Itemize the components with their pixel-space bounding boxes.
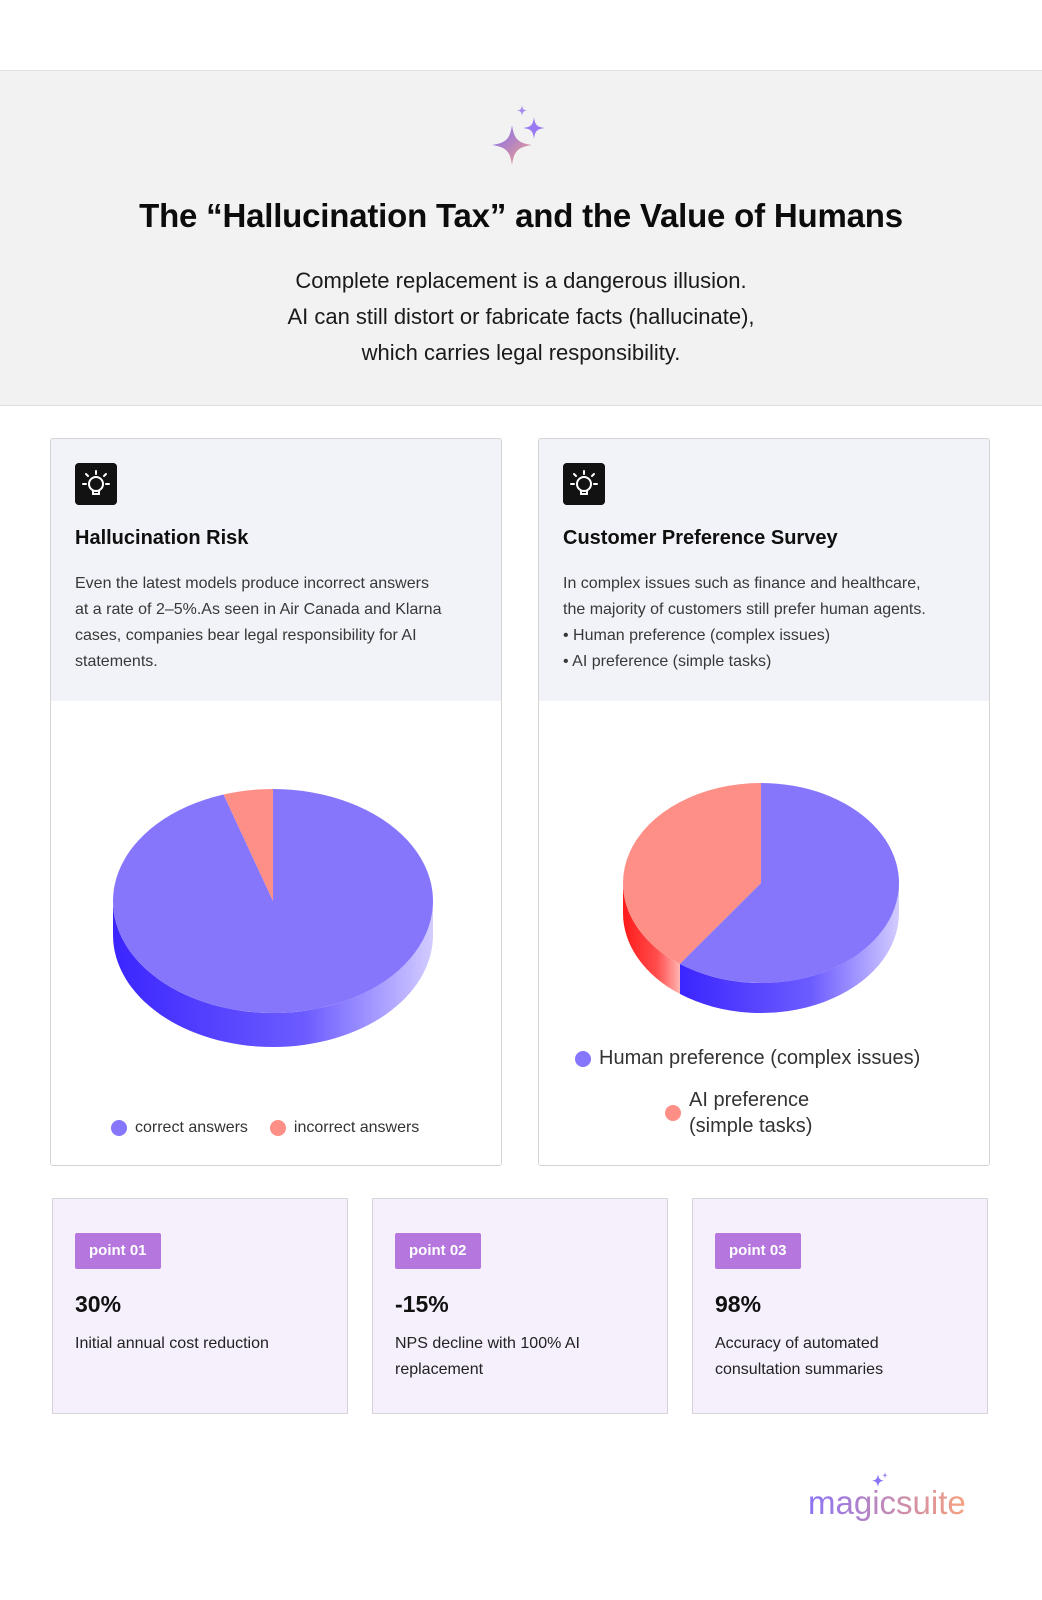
pie-slice [679,783,899,983]
pie-slice-side [623,883,680,994]
point-card: point 01 30% Initial annual cost reducti… [52,1198,348,1414]
card-hallucination-risk: Hallucination Risk Even the latest model… [50,438,502,1166]
point-text: Initial annual cost reduction [75,1335,269,1352]
pie-slice-side [679,883,899,1013]
subtitle-line: Complete replacement is a dangerous illu… [295,268,747,293]
chart-legend: correct answers incorrect answers [111,1119,419,1137]
card-header [51,439,501,701]
subtitle-line: which carries legal responsibility. [361,340,681,365]
pie-slice-side [113,901,433,1047]
card-title: Hallucination Risk [75,527,249,549]
point-tag: point 01 [75,1233,161,1269]
subtitle-line: AI can still distort or fabricate facts … [287,304,755,329]
svg-text:magicsuite: magicsuite [808,1484,966,1521]
card-description: In complex issues such as finance and he… [563,575,926,670]
card-title: Customer Preference Survey [563,527,838,549]
legend-swatch-correct [111,1120,127,1136]
chart-legend-item: Human preference (complex issues) [575,1047,920,1070]
point-value: -15% [395,1291,449,1317]
legend-label: correct answers [135,1119,248,1136]
point-text: NPS decline with 100% AI replacement [395,1335,580,1378]
point-tag: point 03 [715,1233,801,1269]
key-points: point 01 30% Initial annual cost reducti… [52,1198,990,1414]
pie-chart-hallucination [112,789,434,1047]
magicsuite-logo: magicsuite [808,1472,966,1521]
card-customer-preference: Customer Preference Survey In complex is… [538,438,990,1166]
legend-swatch-incorrect [269,1120,286,1136]
sparkle-icon [492,105,545,165]
point-card: point 03 98% Accuracy of automated consu… [692,1198,988,1414]
legend-label: incorrect answers [293,1119,420,1136]
legend-label: Human preference (complex issues) [599,1047,921,1069]
legend-label: AI preference (simple tasks) [689,1089,813,1137]
card-description: Even the latest models produce incorrect… [75,575,442,670]
point-card: point 02 -15% NPS decline with 100% AI r… [372,1198,668,1414]
point-tag: point 02 [395,1233,481,1269]
card-header [539,439,989,701]
lightbulb-icon [75,463,117,505]
pie-chart-preference [623,783,899,1013]
lightbulb-icon [563,463,605,505]
pie-slice [223,789,273,901]
pie-slice [623,783,761,964]
point-value: 30% [75,1291,122,1317]
hero-section: The “Hallucination Tax” and the Value of… [0,70,1042,406]
page-subtitle: Complete replacement is a dangerous illu… [0,263,1042,371]
legend-swatch-ai [665,1105,681,1121]
legend-swatch-human [575,1050,591,1067]
page-title: The “Hallucination Tax” and the Value of… [139,197,903,234]
chart-legend-item: AI preference (simple tasks) [665,1087,839,1139]
point-value: 98% [715,1291,762,1317]
point-text: Accuracy of automated consultation summa… [715,1335,884,1378]
